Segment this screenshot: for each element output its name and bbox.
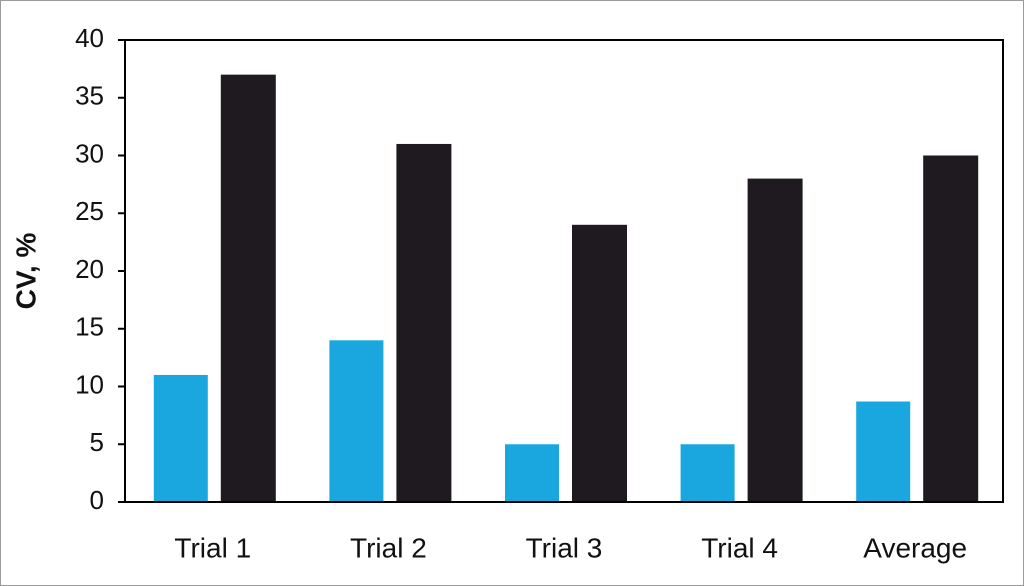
bar xyxy=(505,444,559,502)
y-tick-label: 40 xyxy=(75,23,104,53)
bar xyxy=(396,143,452,502)
bar xyxy=(680,444,735,502)
x-tick-label: Trial 4 xyxy=(701,532,778,563)
y-tick-label: 20 xyxy=(75,254,104,284)
y-tick-label: 25 xyxy=(75,196,104,226)
x-tick-label: Trial 1 xyxy=(174,532,251,563)
bar xyxy=(220,74,276,503)
plot-frame xyxy=(124,39,1004,503)
x-tick-label: Average xyxy=(863,532,967,563)
y-tick-label: 0 xyxy=(90,485,104,515)
x-tick-label: Trial 3 xyxy=(526,532,603,563)
y-tick-label: 10 xyxy=(75,369,104,399)
x-tick-label: Trial 2 xyxy=(350,532,427,563)
y-tick-label: 35 xyxy=(75,81,104,111)
bar xyxy=(923,155,979,502)
bar xyxy=(747,178,803,502)
y-tick-label: 15 xyxy=(75,312,104,342)
bar xyxy=(153,374,208,502)
y-axis-label: CV, % xyxy=(10,233,41,310)
y-tick-label: 30 xyxy=(75,138,104,168)
y-tick-label: 5 xyxy=(90,427,104,457)
bar xyxy=(329,340,384,502)
bar xyxy=(856,401,911,502)
bar xyxy=(572,224,627,503)
